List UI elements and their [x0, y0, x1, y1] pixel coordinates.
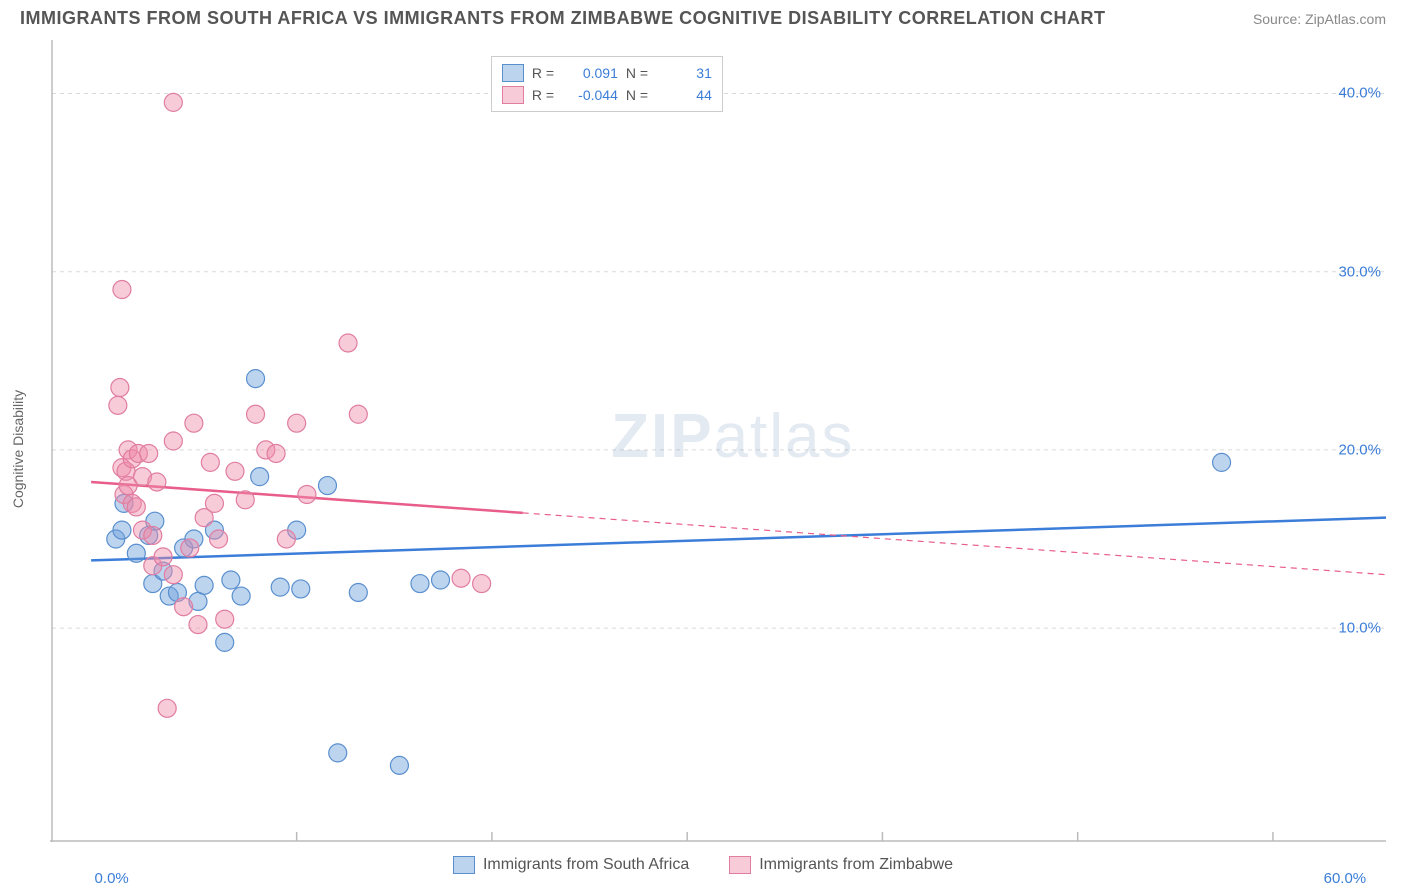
legend-swatch — [502, 86, 524, 104]
y-tick-label: 30.0% — [1338, 263, 1381, 280]
source-label: Source: ZipAtlas.com — [1253, 11, 1386, 27]
legend-swatch — [729, 856, 751, 874]
legend-swatch — [453, 856, 475, 874]
stats-legend-box: R = 0.091 N = 31 R = -0.044 N = 44 — [491, 56, 723, 112]
r-value: 0.091 — [568, 65, 618, 81]
y-tick-label: 10.0% — [1338, 620, 1381, 637]
chart-title: IMMIGRANTS FROM SOUTH AFRICA VS IMMIGRAN… — [20, 8, 1105, 29]
legend-row: R = -0.044 N = 44 — [502, 84, 712, 106]
y-tick-label: 40.0% — [1338, 85, 1381, 102]
legend-row: R = 0.091 N = 31 — [502, 62, 712, 84]
y-axis-label: Cognitive Disability — [10, 390, 26, 508]
r-label: R = — [532, 87, 560, 103]
n-label: N = — [626, 65, 654, 81]
legend-label: Immigrants from South Africa — [483, 856, 689, 874]
r-label: R = — [532, 65, 560, 81]
n-label: N = — [626, 87, 654, 103]
legend-label: Immigrants from Zimbabwe — [759, 856, 953, 874]
chart-area: Cognitive Disability ZIPatlas R = 0.091 … — [50, 40, 1386, 842]
r-value: -0.044 — [568, 87, 618, 103]
bottom-legend: Immigrants from South Africa Immigrants … — [0, 856, 1406, 874]
y-tick-label: 20.0% — [1338, 441, 1381, 458]
legend-swatch — [502, 64, 524, 82]
bottom-legend-item: Immigrants from South Africa — [453, 856, 689, 874]
n-value: 44 — [662, 87, 712, 103]
n-value: 31 — [662, 65, 712, 81]
scatter-plot — [50, 40, 1386, 842]
bottom-legend-item: Immigrants from Zimbabwe — [729, 856, 953, 874]
